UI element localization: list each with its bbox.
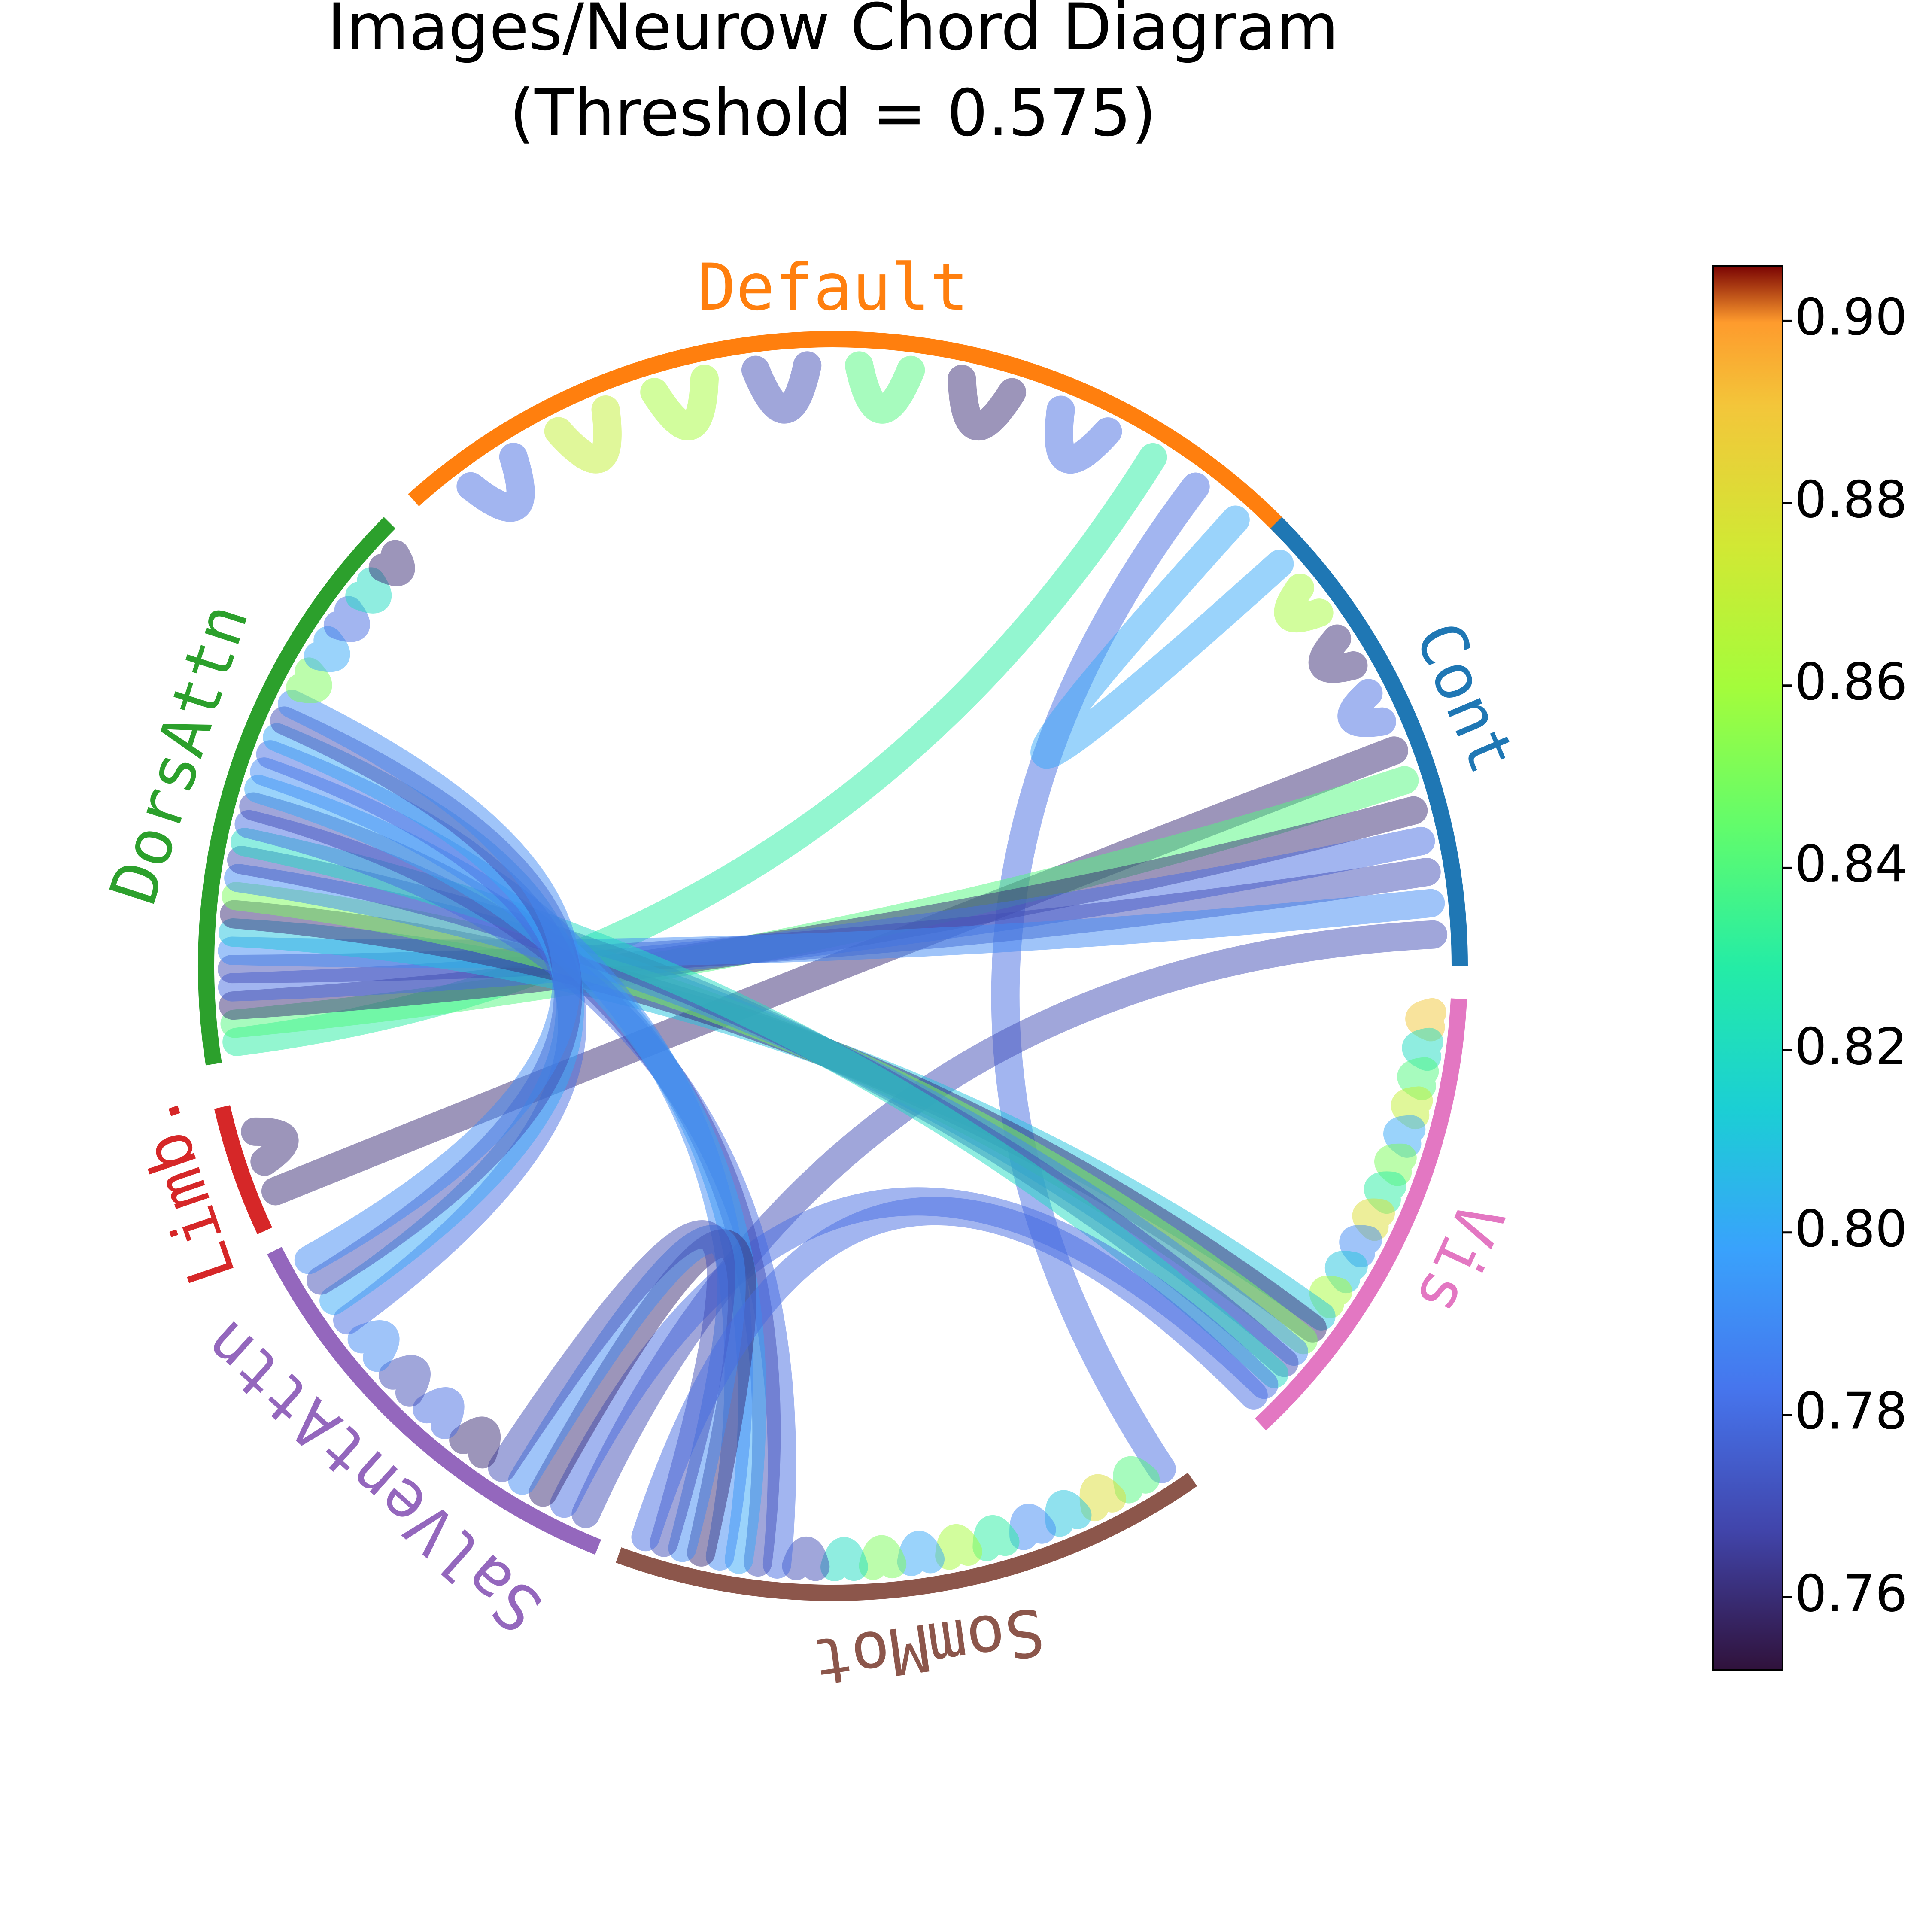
colorbar-tick-label: 0.88: [1795, 470, 1908, 529]
colorbar-tick-label: 0.84: [1795, 835, 1908, 894]
chord-24: [1391, 1086, 1433, 1130]
colorbar-tick-label: 0.80: [1795, 1199, 1908, 1258]
chord-21: [1405, 998, 1446, 1042]
network-arcs-layer: [198, 331, 1468, 1601]
network-label-default: Default: [697, 250, 969, 325]
colorbar-tick-label: 0.90: [1795, 288, 1908, 347]
network-arc-salventattn: [267, 1247, 601, 1555]
chord-68: [345, 567, 392, 614]
chord-65: [286, 657, 332, 703]
network-arc-default: [408, 331, 1297, 544]
chord-22: [1402, 1027, 1443, 1071]
chord-66: [304, 626, 350, 672]
network-arc-dorsattn: [198, 517, 396, 1066]
chord-28: [1352, 1198, 1395, 1241]
network-arc-cont: [1270, 517, 1468, 966]
chord-56: [631, 1197, 1268, 1552]
chord-48: [782, 1537, 830, 1581]
chord-23: [1397, 1057, 1439, 1100]
chords-layer: [218, 351, 1448, 1581]
chord-60: [347, 1320, 400, 1372]
chord-10: [1274, 573, 1334, 633]
chart-title: Images/Neurow Chord Diagram (Threshold =…: [327, 0, 1339, 151]
chord-6: [1045, 395, 1122, 474]
chord-46: [859, 1535, 907, 1580]
title-line-1: Images/Neurow Chord Diagram: [327, 0, 1339, 65]
chord-4: [845, 351, 925, 424]
colorbar-tick-label: 0.86: [1795, 652, 1908, 711]
chord-2: [640, 365, 719, 440]
network-arc-vis: [1255, 998, 1467, 1431]
chord-5: [948, 365, 1027, 440]
colorbar-ticks: 0.76 0.78 0.80 0.82 0.84 0.86 0.88 0.90: [1783, 288, 1908, 1623]
chord-58: [413, 1387, 465, 1439]
chord-31: [1309, 1276, 1352, 1318]
chord-9: [1030, 505, 1294, 769]
chord-27: [1364, 1171, 1407, 1214]
network-label-sommot: SomMot: [808, 1593, 1049, 1700]
colorbar-gradient-bar: [1712, 265, 1783, 1671]
chord-41: [1045, 1490, 1092, 1537]
chord-0: [456, 443, 535, 522]
chord-40: [1079, 1474, 1127, 1522]
chord-57: [449, 1416, 501, 1469]
network-arc-limb: [214, 1105, 273, 1235]
colorbar-tick-label: 0.76: [1795, 1564, 1908, 1623]
chord-12: [1337, 679, 1396, 737]
chord-59: [379, 1355, 431, 1407]
chord-26: [1374, 1143, 1417, 1186]
chord-29: [1339, 1225, 1382, 1268]
colorbar: 0.76 0.78 0.80 0.82 0.84 0.86 0.88 0.90: [1712, 265, 1908, 1671]
chord-43: [972, 1515, 1020, 1561]
chord-11: [1308, 624, 1368, 683]
chord-3: [741, 351, 822, 424]
chord-42: [1009, 1504, 1056, 1550]
chord-44: [935, 1524, 982, 1570]
chord-64: [277, 690, 581, 1274]
chord-45: [897, 1531, 945, 1577]
chord-13: [261, 736, 1409, 1206]
chord-30: [1325, 1251, 1368, 1294]
chord-69: [368, 540, 415, 586]
chord-25: [1383, 1115, 1426, 1158]
chord-67: [323, 596, 370, 642]
network-arc-sommot: [616, 1473, 1197, 1601]
chord-8: [991, 472, 1210, 1483]
colorbar-tick-label: 0.78: [1795, 1382, 1908, 1441]
title-line-2: (Threshold = 0.575): [510, 76, 1157, 151]
chord-47: [820, 1537, 868, 1581]
chord-39: [1113, 1456, 1160, 1504]
chord-1: [544, 395, 622, 474]
colorbar-tick-label: 0.82: [1795, 1017, 1908, 1076]
chord-20: [241, 1117, 299, 1176]
